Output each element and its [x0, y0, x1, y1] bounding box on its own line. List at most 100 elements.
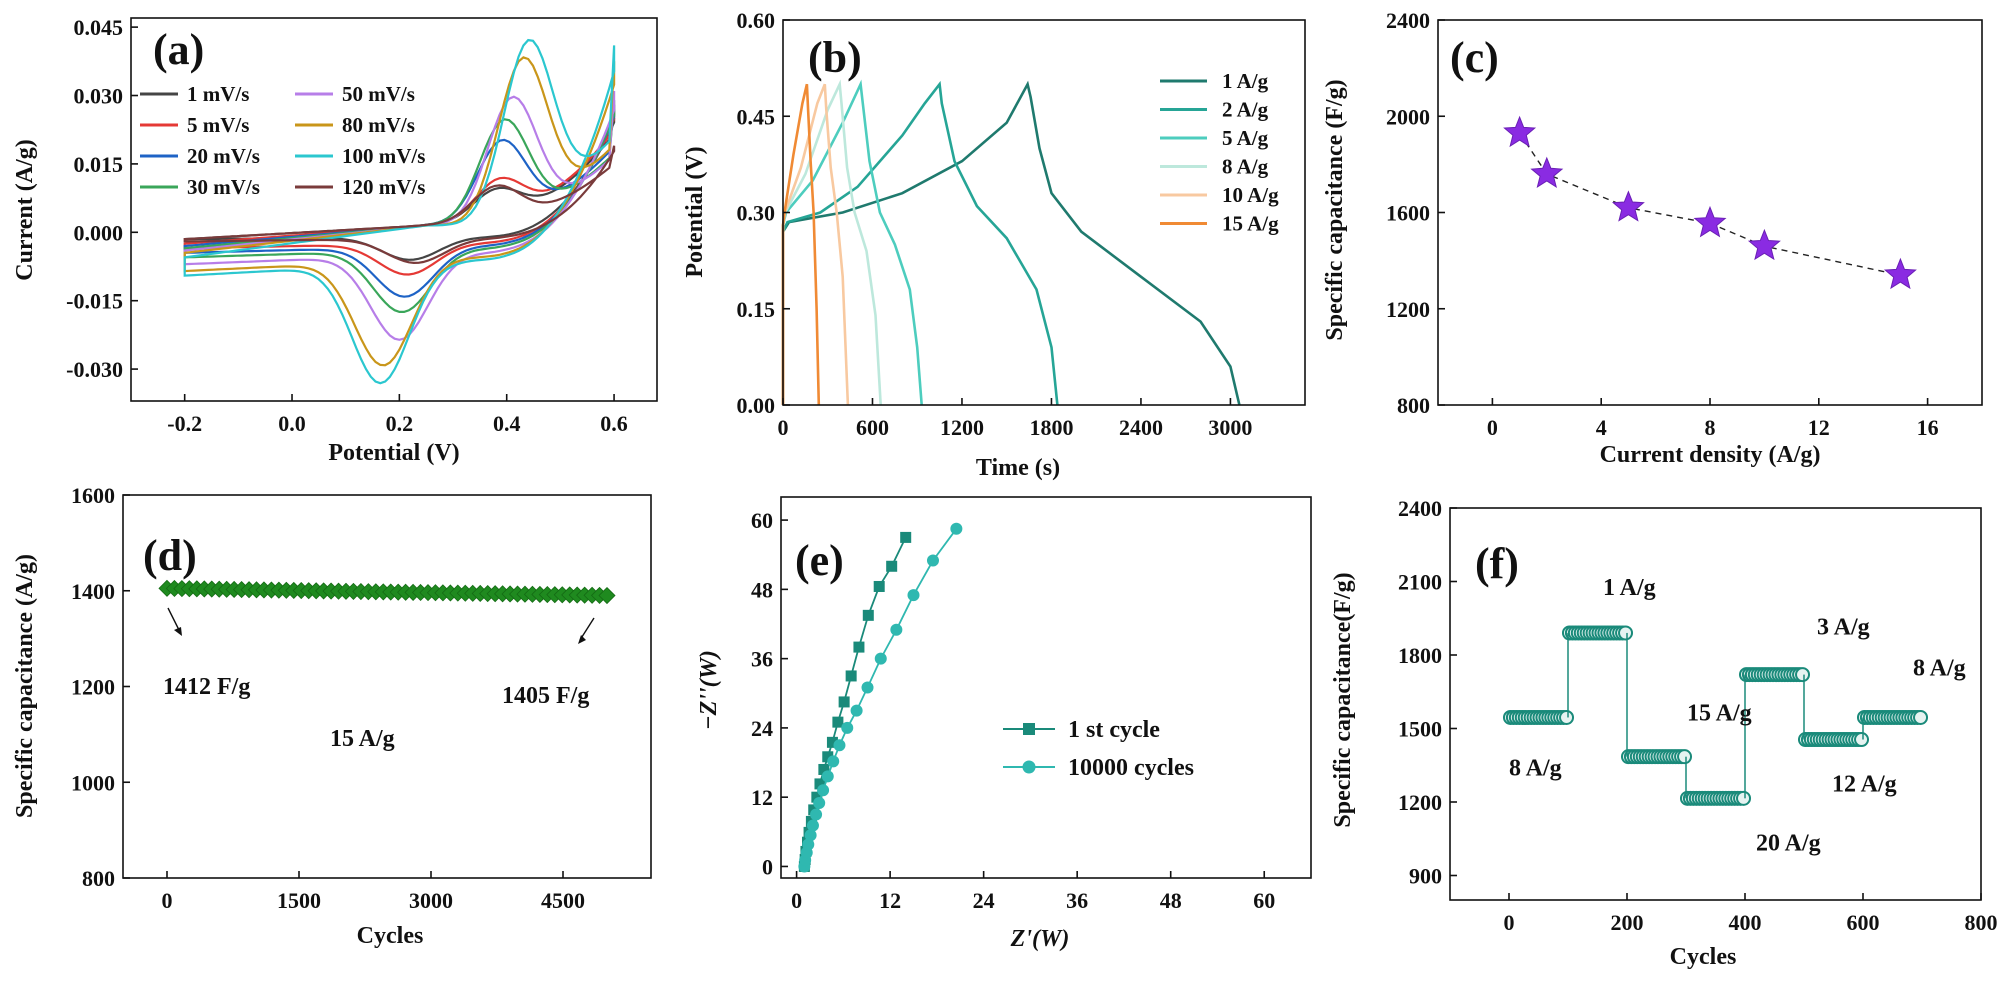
b-panel-label: (b) [808, 33, 862, 82]
b-series-0-curve [781, 80, 1241, 406]
f-segment-label-4: 3 A/g [1817, 615, 1870, 641]
b-x-axis-label: Time (s) [976, 455, 1060, 481]
e-plot-frame [780, 496, 1312, 879]
a-x-tick-label: -0.2 [167, 411, 202, 436]
c-series-group [1503, 115, 1917, 290]
e-x-tick-label: 60 [1253, 888, 1275, 913]
d-arrow-start [167, 607, 181, 633]
panel-b-gcd-curves: 0 600 1200 1800 2400 3000 0.00 0.15 0.30 0.45 0.60… [682, 8, 1306, 481]
e-series-1-point-7 [813, 796, 826, 809]
b-legend-label-5: 15 A/g [1222, 212, 1279, 236]
f-segment-5-point-19 [1854, 732, 1870, 748]
b-legend-label-4: 10 A/g [1222, 183, 1279, 207]
f-y-axis-label: Specific capacitance(F/g) [1330, 572, 1356, 827]
e-series-group [798, 522, 963, 873]
a-y-tick-label: -0.015 [66, 289, 123, 314]
f-segment-0-point-19 [1559, 709, 1575, 725]
a-y-tick-label: 0.000 [74, 220, 124, 245]
e-series-1-point-14 [861, 681, 874, 694]
a-axis-ticks: -0.2 0.0 0.2 0.4 0.6 -0.030 -0.015 0.000 0.015 0.… [66, 15, 628, 436]
d-panel-label: (d) [143, 531, 197, 580]
b-series-1-curve [781, 80, 1059, 406]
d-annotation-start-value: 1412 F/g [163, 674, 250, 700]
f-x-tick-label: 200 [1611, 910, 1644, 935]
f-x-tick-label: 800 [1965, 910, 1998, 935]
f-segment-label-3: 20 A/g [1756, 830, 1821, 856]
e-x-tick-label: 12 [879, 888, 901, 913]
b-series-5-curve [781, 83, 821, 406]
c-x-tick-label: 16 [1917, 415, 1939, 440]
c-y-tick-label: 2000 [1386, 104, 1430, 129]
f-segment-labels: 8 A/g 1 A/g 15 A/g 20 A/g 3 A/g 12 A/g 8 A/g [1509, 575, 1966, 856]
e-series-0-point-7 [811, 791, 823, 803]
e-y-tick-label: 12 [751, 785, 773, 810]
b-legend-label-1: 2 A/g [1222, 98, 1269, 122]
b-legend-label-0: 1 A/g [1222, 69, 1269, 93]
e-series-0-point-17 [873, 580, 885, 592]
panel-d-cycling-stability: 0 1500 3000 4500 800 1000 1200 1400 1600 (d) Cyc… [12, 483, 652, 949]
a-legend: 1 mV/s 5 mV/s 20 mV/s 30 mV/s 50 mV/s 80 mV/s… [140, 82, 425, 199]
a-x-axis-label: Potential (V) [328, 440, 459, 466]
a-series-group [183, 38, 616, 385]
a-x-tick-label: 0.4 [493, 411, 521, 436]
e-y-tick-label: 48 [751, 577, 773, 602]
panel-e-nyquist: 0 12 24 36 48 60 0 12 24 36 48 60 (e) Z'(W) −Z''(W)… [696, 496, 1312, 952]
f-y-tick-label: 1500 [1398, 717, 1442, 742]
f-x-axis-label: Cycles [1670, 944, 1737, 970]
e-series-1-point-15 [874, 652, 887, 665]
a-y-axis-label: Current (A/g) [12, 139, 38, 281]
f-x-tick-label: 400 [1729, 910, 1762, 935]
c-axis-ticks: 0 4 8 12 16 800 1200 1600 2000 2400 [1386, 8, 1939, 440]
e-series-1-point-3 [802, 838, 815, 851]
e-series-0-point-12 [832, 716, 844, 728]
e-series-0-point-16 [862, 609, 874, 621]
e-series-1-point-9 [821, 770, 834, 783]
e-series-1-point-16 [890, 623, 903, 636]
b-x-tick-label: 0 [778, 415, 789, 440]
c-point-5 [1883, 257, 1917, 290]
panel-a-cv-curves: -0.2 0.0 0.2 0.4 0.6 -0.030 -0.015 0.000 0.015 0.… [12, 15, 658, 466]
f-segment-label-5: 12 A/g [1832, 772, 1897, 798]
b-x-tick-label: 2400 [1119, 415, 1163, 440]
e-legend: 1 st cycle 10000 cycles [1003, 717, 1194, 781]
d-point-59 [598, 586, 616, 605]
e-series-0-point-14 [845, 670, 857, 682]
e-series-0-point-11 [826, 736, 838, 748]
d-arrowhead-end [578, 635, 586, 644]
a-x-tick-label: 0.6 [600, 411, 628, 436]
a-series-7-curve [183, 145, 616, 265]
c-x-axis-label: Current density (A/g) [1600, 442, 1821, 468]
a-legend-label-1: 5 mV/s [187, 113, 249, 137]
f-y-tick-label: 1200 [1398, 790, 1442, 815]
e-series-0-point-19 [900, 531, 912, 543]
f-segment-3-point-19 [1736, 790, 1752, 806]
c-point-4 [1747, 228, 1781, 261]
e-series-0-point-8 [814, 778, 826, 790]
e-y-tick-label: 36 [751, 647, 773, 672]
e-series-1-point-18 [926, 554, 939, 567]
d-x-tick-label: 3000 [409, 888, 453, 913]
d-annotation-end-value: 1405 F/g [502, 683, 589, 709]
d-axis-ticks: 0 1500 3000 4500 800 1000 1200 1400 1600 [71, 483, 585, 913]
e-series-1-point-11 [833, 739, 846, 752]
b-legend-label-3: 8 A/g [1222, 155, 1269, 179]
b-y-tick-label: 0.60 [737, 8, 776, 33]
b-legend: 1 A/g 2 A/g 5 A/g 8 A/g 10 A/g 15 A/g [1160, 69, 1279, 236]
c-point-2 [1611, 190, 1645, 222]
d-x-tick-label: 1500 [277, 888, 321, 913]
b-series-2-curve [781, 79, 923, 406]
e-legend-marker-1 [1022, 760, 1036, 774]
f-x-tick-label: 600 [1847, 910, 1880, 935]
a-legend-label-3: 30 mV/s [187, 175, 260, 199]
f-y-tick-label: 1800 [1398, 643, 1442, 668]
c-y-tick-label: 2400 [1386, 8, 1430, 33]
e-y-axis-label: −Z''(W) [696, 650, 722, 730]
b-legend-label-2: 5 A/g [1222, 126, 1269, 150]
e-panel-label: (e) [795, 536, 844, 585]
b-x-tick-label: 3000 [1208, 415, 1252, 440]
e-series-1-point-4 [804, 829, 817, 842]
c-y-axis-label: Specific capacitance (F/g) [1322, 79, 1348, 340]
a-x-tick-label: 0.2 [386, 411, 414, 436]
b-y-tick-label: 0.15 [737, 297, 776, 322]
a-y-tick-label: 0.045 [74, 15, 124, 40]
